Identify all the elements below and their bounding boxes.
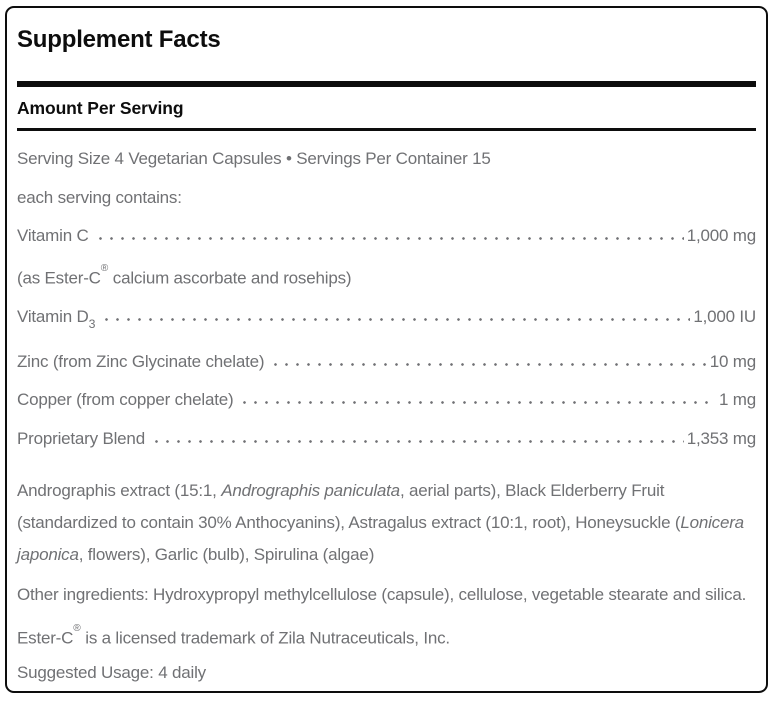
fact-amount: 1,000 IU (693, 306, 756, 326)
ester-c-source-note: (as Ester-C® calcium ascorbate and roseh… (17, 262, 352, 288)
fact-label: Copper (from copper chelate) (17, 390, 234, 410)
proprietary-blend-description: Andrographis extract (15:1, Andrographis… (17, 480, 744, 564)
dot-leader (94, 225, 684, 241)
serving-size-line: Serving Size 4 Vegetarian Capsules • Ser… (17, 149, 491, 168)
supplement-facts-panel: Supplement Facts Amount Per Serving Serv… (5, 6, 768, 693)
fact-label: Proprietary Blend (17, 428, 145, 448)
fact-row-proprietary-blend: Proprietary Blend 1,353 mg (17, 427, 756, 449)
fact-row-vitamin-d3: Vitamin D3 1,000 IU (17, 305, 756, 333)
thick-divider (17, 81, 756, 87)
fact-row-zinc: Zinc (from Zinc Glycinate chelate) 10 mg (17, 350, 756, 372)
fact-amount: 1,353 mg (686, 428, 756, 448)
dot-leader (150, 427, 684, 444)
fact-amount: 1 mg (719, 390, 756, 410)
dot-leader (239, 389, 716, 406)
trademark-note: Ester-C® is a licensed trademark of Zila… (17, 622, 450, 648)
fact-amount: 1,000 mg (686, 226, 756, 245)
thin-divider (17, 128, 756, 131)
fact-label: Vitamin C (17, 226, 89, 245)
contains-line: each serving contains: (17, 187, 182, 207)
suggested-usage: Suggested Usage: 4 daily (17, 663, 206, 683)
fact-row-copper: Copper (from copper chelate) 1 mg (17, 389, 756, 410)
panel-title: Supplement Facts (17, 26, 221, 53)
fact-label: Vitamin D3 (17, 306, 96, 332)
fact-amount: 10 mg (709, 351, 756, 371)
amount-per-serving-header: Amount Per Serving (17, 98, 184, 118)
fact-row-vitamin-c: Vitamin C 1,000 mg (17, 225, 756, 246)
fact-label: Zinc (from Zinc Glycinate chelate) (17, 351, 265, 371)
dot-leader (270, 350, 707, 367)
dot-leader (101, 305, 691, 322)
other-ingredients: Other ingredients: Hydroxypropyl methylc… (17, 584, 747, 604)
